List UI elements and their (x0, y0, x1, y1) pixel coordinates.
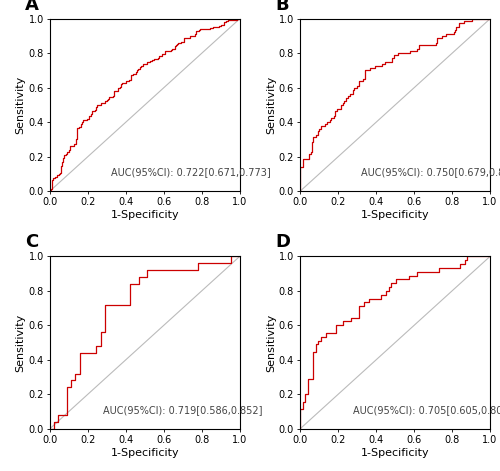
Text: AUC(95%CI): 0.750[0.679,0.821]: AUC(95%CI): 0.750[0.679,0.821] (361, 167, 500, 177)
Text: AUC(95%CI): 0.705[0.605,0.805]: AUC(95%CI): 0.705[0.605,0.805] (354, 405, 500, 415)
X-axis label: 1-Specificity: 1-Specificity (110, 447, 179, 458)
Y-axis label: Sensitivity: Sensitivity (266, 76, 276, 134)
Text: A: A (26, 0, 39, 14)
Y-axis label: Sensitivity: Sensitivity (16, 76, 26, 134)
Text: AUC(95%CI): 0.719[0.586,0.852]: AUC(95%CI): 0.719[0.586,0.852] (103, 405, 262, 415)
Text: D: D (276, 233, 290, 251)
Y-axis label: Sensitivity: Sensitivity (16, 313, 26, 372)
Y-axis label: Sensitivity: Sensitivity (266, 313, 276, 372)
X-axis label: 1-Specificity: 1-Specificity (110, 210, 179, 220)
Text: AUC(95%CI): 0.722[0.671,0.773]: AUC(95%CI): 0.722[0.671,0.773] (110, 167, 270, 177)
Text: C: C (26, 233, 38, 251)
X-axis label: 1-Specificity: 1-Specificity (361, 210, 430, 220)
Text: B: B (276, 0, 289, 14)
X-axis label: 1-Specificity: 1-Specificity (361, 447, 430, 458)
